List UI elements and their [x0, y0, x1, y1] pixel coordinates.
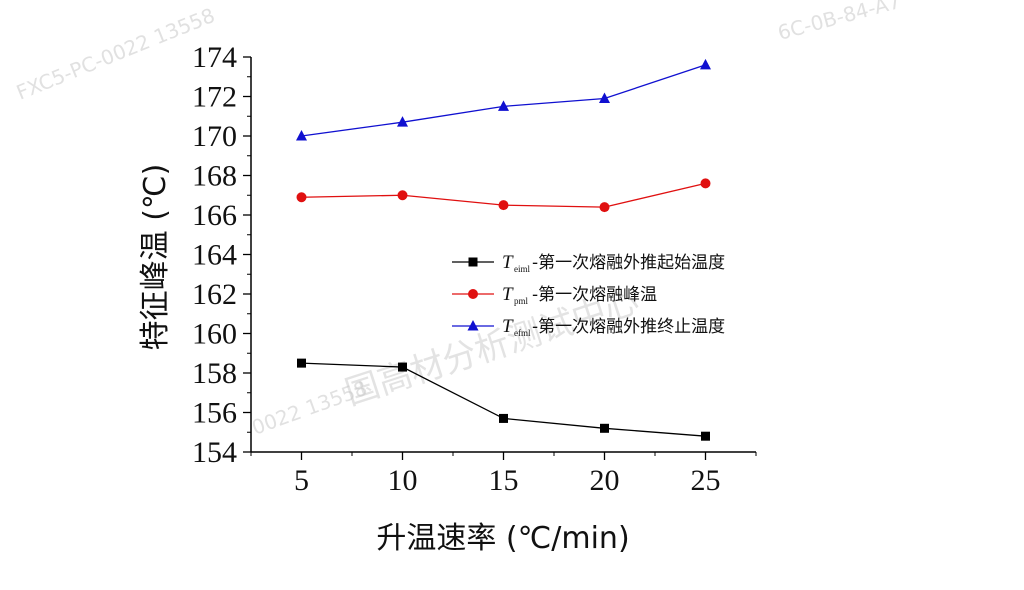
- data-point-square: [468, 257, 478, 267]
- x-tick-label: 10: [388, 464, 418, 497]
- series-3: [296, 58, 711, 141]
- data-point-circle: [296, 192, 307, 203]
- legend-label: -第一次熔融峰温: [532, 285, 657, 305]
- y-tick-label: 160: [192, 318, 237, 351]
- axes: 154 156 158 160 162 164 166 168 170 172 174 5 10 15 20…: [192, 41, 757, 497]
- y-tick-label: 166: [192, 199, 237, 232]
- data-point-circle: [468, 289, 478, 299]
- data-point-square: [701, 431, 710, 441]
- data-point-triangle: [467, 320, 479, 331]
- y-tick-label: 154: [192, 436, 237, 469]
- y-tick-label: 168: [192, 160, 237, 193]
- x-tick-label: 5: [294, 464, 309, 497]
- y-axis-title: 特征峰温 (℃): [138, 164, 173, 351]
- legend-subscript: pml: [514, 296, 529, 306]
- data-point-square: [297, 358, 306, 368]
- watermark-text: 6C-0B-84-A7: [775, 0, 903, 45]
- data-point-circle: [700, 178, 711, 189]
- y-tick-label: 164: [192, 239, 237, 272]
- watermark-text: FXC5-PC-0022 13558: [13, 3, 218, 105]
- series-1: [297, 358, 710, 441]
- data-point-triangle: [700, 58, 711, 70]
- data-point-triangle: [599, 92, 610, 103]
- y-tick-label: 172: [192, 81, 237, 114]
- data-point-circle: [397, 190, 408, 201]
- y-tick-label: 156: [192, 397, 237, 430]
- x-axis-title: 升温速率 (℃/min): [376, 521, 629, 556]
- data-point-triangle: [498, 100, 509, 111]
- y-tick-label: 170: [192, 120, 237, 153]
- legend-symbol: T: [502, 252, 514, 273]
- legend-subscript: efml: [514, 328, 531, 338]
- legend-label: -第一次熔融外推起始温度: [532, 253, 725, 273]
- data-point-square: [398, 362, 407, 372]
- x-tick-label: 20: [590, 464, 620, 497]
- legend-subscript: eiml: [514, 264, 530, 274]
- legend-symbol: T: [502, 284, 514, 305]
- y-tick-label: 162: [192, 278, 237, 311]
- series-2: [296, 178, 711, 213]
- data-point-square: [600, 423, 609, 433]
- x-tick-label: 25: [691, 464, 721, 497]
- data-point-square: [499, 413, 508, 423]
- data-point-triangle: [397, 116, 408, 127]
- x-tick-label: 15: [489, 464, 519, 497]
- data-point-circle: [498, 200, 509, 211]
- y-tick-label: 174: [192, 41, 237, 74]
- data-point-triangle: [296, 130, 307, 141]
- series-layer: [296, 58, 711, 441]
- legend-label: -第一次熔融外推终止温度: [532, 317, 725, 337]
- legend-symbol: T: [502, 316, 514, 337]
- y-tick-label: 158: [192, 357, 237, 390]
- data-point-circle: [599, 202, 610, 213]
